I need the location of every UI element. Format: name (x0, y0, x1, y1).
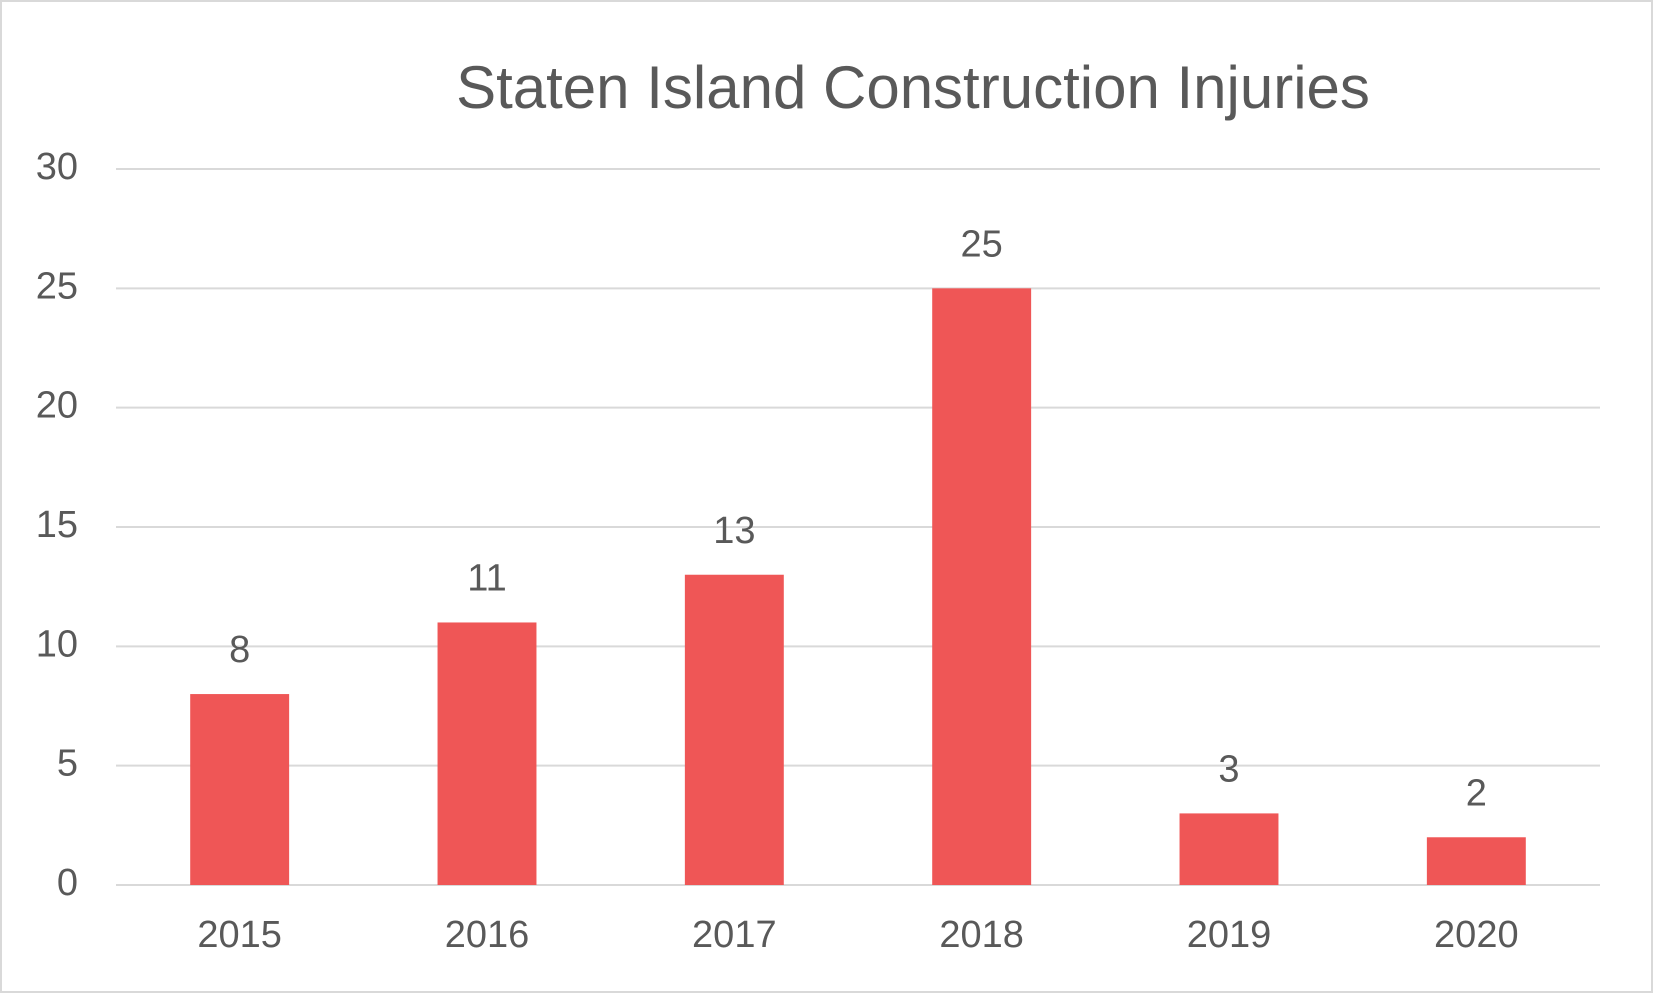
bar (932, 288, 1032, 885)
bar (190, 694, 290, 885)
y-tick-label: 20 (36, 385, 78, 427)
y-tick-label: 0 (57, 862, 78, 904)
bar (684, 574, 784, 885)
bar (1426, 837, 1526, 885)
data-label: 11 (467, 557, 506, 599)
x-tick-label: 2019 (1187, 914, 1272, 956)
data-label: 13 (713, 510, 755, 552)
y-tick-label: 30 (36, 146, 78, 188)
bar (1179, 813, 1279, 885)
chart-title: Staten Island Construction Injuries (456, 54, 1370, 121)
x-tick-label: 2017 (692, 914, 777, 956)
data-label: 3 (1218, 748, 1239, 790)
data-label: 8 (229, 629, 250, 671)
x-tick-label: 2016 (445, 914, 530, 956)
data-label: 2 (1466, 772, 1487, 814)
x-tick-label: 2020 (1434, 914, 1519, 956)
x-tick-label: 2018 (939, 914, 1024, 956)
x-tick-label: 2015 (197, 914, 282, 956)
y-tick-label: 5 (57, 743, 78, 785)
y-tick-label: 25 (36, 265, 78, 307)
y-tick-label: 10 (36, 623, 78, 665)
data-label: 25 (961, 223, 1003, 265)
y-tick-label: 15 (36, 504, 78, 546)
bar (437, 622, 537, 885)
